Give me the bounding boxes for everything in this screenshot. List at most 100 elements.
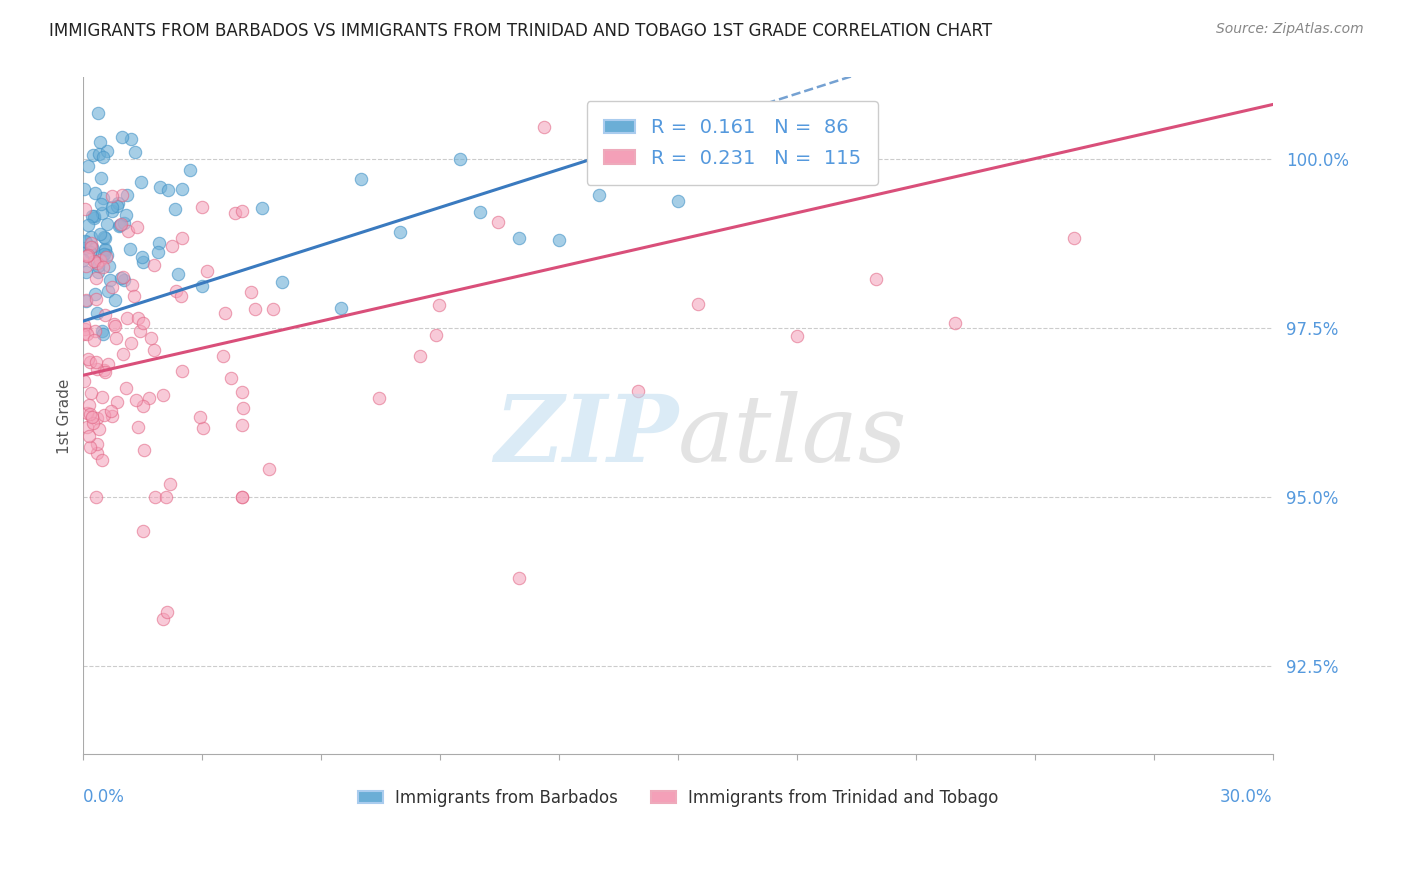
Point <box>231 490 253 504</box>
Point <box>427 298 450 312</box>
Point <box>142 343 165 357</box>
Point <box>508 231 530 245</box>
Point <box>86 256 108 270</box>
Point <box>86 361 108 376</box>
Point <box>77 429 100 443</box>
Point <box>330 301 353 315</box>
Point <box>368 391 391 405</box>
Point <box>425 328 447 343</box>
Point <box>138 392 160 406</box>
Point <box>86 446 108 460</box>
Point <box>84 355 107 369</box>
Point <box>87 422 110 436</box>
Point <box>73 234 96 248</box>
Point <box>627 169 650 184</box>
Point <box>115 208 138 222</box>
Point <box>101 203 124 218</box>
Point <box>195 264 218 278</box>
Point <box>80 386 103 401</box>
Point <box>270 276 292 290</box>
Point <box>143 490 166 504</box>
Point <box>131 251 153 265</box>
Point <box>75 293 97 307</box>
Point <box>111 130 134 145</box>
Point <box>121 277 143 292</box>
Point <box>449 152 471 166</box>
Point <box>79 355 101 369</box>
Point <box>94 244 117 258</box>
Point <box>101 280 124 294</box>
Point <box>350 172 373 186</box>
Point <box>134 442 156 457</box>
Text: IMMIGRANTS FROM BARBADOS VS IMMIGRANTS FROM TRINIDAD AND TOBAGO 1ST GRADE CORREL: IMMIGRANTS FROM BARBADOS VS IMMIGRANTS F… <box>49 22 993 40</box>
Point <box>76 159 98 173</box>
Point <box>232 401 254 415</box>
Point <box>148 235 170 250</box>
Point <box>76 406 98 420</box>
Point <box>75 265 97 279</box>
Point <box>152 387 174 401</box>
Point <box>96 248 118 262</box>
Point <box>82 417 104 431</box>
Point <box>409 350 432 364</box>
Point <box>127 219 149 234</box>
Y-axis label: 1st Grade: 1st Grade <box>58 378 72 453</box>
Point <box>86 411 108 425</box>
Point <box>103 318 125 332</box>
Point <box>111 269 134 284</box>
Point <box>77 398 100 412</box>
Point <box>389 226 412 240</box>
Point <box>94 243 117 257</box>
Point <box>160 239 183 253</box>
Point <box>79 407 101 421</box>
Point <box>191 200 214 214</box>
Point <box>97 284 120 298</box>
Point <box>76 218 98 232</box>
Point <box>159 477 181 491</box>
Point <box>188 410 211 425</box>
Point <box>93 230 115 244</box>
Point <box>112 347 135 361</box>
Point <box>80 210 103 224</box>
Point <box>152 612 174 626</box>
Point <box>112 216 135 230</box>
Point <box>79 230 101 244</box>
Point <box>96 144 118 158</box>
Point <box>240 285 263 299</box>
Point <box>76 327 98 342</box>
Point <box>107 195 129 210</box>
Point <box>508 571 530 585</box>
Point <box>87 259 110 273</box>
Point <box>83 209 105 223</box>
Point <box>100 404 122 418</box>
Point <box>101 409 124 423</box>
Point <box>89 227 111 241</box>
Point <box>127 419 149 434</box>
Point <box>104 318 127 333</box>
Point <box>90 197 112 211</box>
Point <box>84 271 107 285</box>
Text: 30.0%: 30.0% <box>1220 788 1272 806</box>
Point <box>110 217 132 231</box>
Point <box>110 270 132 285</box>
Point <box>666 194 689 208</box>
Point <box>75 241 97 255</box>
Point <box>170 182 193 196</box>
Point <box>90 248 112 262</box>
Point <box>468 204 491 219</box>
Point <box>86 306 108 320</box>
Point <box>212 350 235 364</box>
Point <box>79 440 101 454</box>
Point <box>128 324 150 338</box>
Point <box>94 250 117 264</box>
Point <box>76 419 98 434</box>
Point <box>72 253 94 268</box>
Point <box>108 218 131 232</box>
Point <box>627 384 650 398</box>
Point <box>117 310 139 325</box>
Point <box>486 215 509 229</box>
Point <box>120 335 142 350</box>
Point <box>262 301 284 316</box>
Point <box>231 418 253 433</box>
Point <box>73 318 96 332</box>
